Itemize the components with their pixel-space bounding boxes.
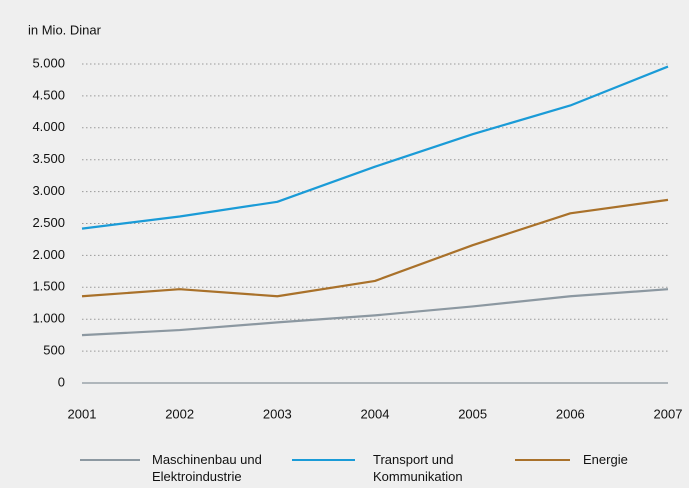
series-line xyxy=(81,198,669,298)
legend-swatch xyxy=(292,459,355,461)
legend-swatch xyxy=(515,459,570,461)
x-tick-label: 2001 xyxy=(68,406,97,421)
y-tick-label: 500 xyxy=(43,343,65,358)
y-tick-label: 1.000 xyxy=(32,311,65,326)
x-tick-label: 2002 xyxy=(165,406,194,421)
x-tick-label: 2003 xyxy=(263,406,292,421)
series-line xyxy=(81,288,669,337)
x-tick-label: 2005 xyxy=(458,406,487,421)
legend-swatch xyxy=(80,459,140,461)
y-tick-label: 2.000 xyxy=(32,247,65,262)
legend-label: Energie xyxy=(583,452,628,467)
y-tick-label: 4.000 xyxy=(32,119,65,134)
x-tick-label: 2007 xyxy=(654,406,683,421)
x-tick-label: 2006 xyxy=(556,406,585,421)
y-tick-label: 0 xyxy=(58,374,65,389)
legend-label: Transport und Kommunikation xyxy=(373,452,463,484)
y-tick-label: 5.000 xyxy=(32,55,65,70)
y-tick-label: 3.500 xyxy=(32,151,65,166)
y-tick-label: 3.000 xyxy=(32,183,65,198)
y-tick-label: 4.500 xyxy=(32,87,65,102)
y-tick-label: 1.500 xyxy=(32,279,65,294)
y-tick-label: 2.500 xyxy=(32,215,65,230)
y-axis-label: in Mio. Dinar xyxy=(28,22,102,37)
series-line xyxy=(81,65,669,230)
legend-label: Maschinenbau und Elektroindustrie xyxy=(152,452,262,484)
x-tick-label: 2004 xyxy=(361,406,390,421)
